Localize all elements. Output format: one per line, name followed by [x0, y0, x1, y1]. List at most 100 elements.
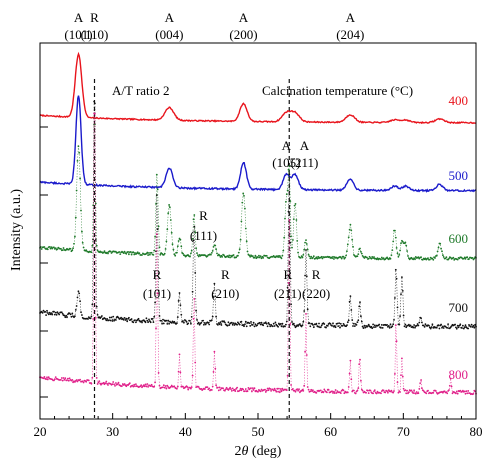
data-point	[167, 319, 170, 322]
top-peak-hkl: (101)	[64, 27, 92, 42]
data-point	[96, 314, 99, 316]
data-point	[371, 327, 374, 330]
data-point	[90, 382, 93, 385]
data-point	[303, 248, 306, 251]
data-point	[180, 245, 183, 248]
data-point	[251, 390, 253, 393]
data-point	[401, 290, 404, 292]
x-tick-label: 30	[106, 424, 119, 439]
plot-frame	[39, 42, 477, 420]
series-label: 600	[449, 231, 469, 246]
data-point	[447, 323, 449, 325]
data-point	[165, 240, 168, 243]
data-point	[394, 297, 396, 299]
data-point	[94, 239, 97, 241]
top-peak-hkl: (204)	[336, 27, 364, 42]
data-point	[147, 254, 150, 256]
data-point	[348, 300, 351, 303]
data-point	[305, 354, 308, 356]
data-point	[168, 204, 171, 206]
data-point	[212, 371, 215, 373]
data-point	[132, 385, 135, 388]
data-point	[91, 303, 94, 306]
data-point	[275, 390, 278, 393]
data-point	[396, 252, 399, 255]
data-point	[78, 151, 81, 154]
data-point	[333, 392, 336, 394]
inline-peak-phase: R	[312, 267, 321, 282]
data-point	[193, 214, 196, 216]
data-point	[170, 231, 173, 234]
data-point	[170, 322, 173, 324]
data-point	[91, 377, 94, 379]
x-tick-label: 20	[34, 424, 47, 439]
data-point	[177, 240, 180, 242]
data-point	[421, 321, 423, 324]
data-point	[412, 392, 415, 394]
data-point	[349, 359, 352, 362]
top-peak-phase: A	[346, 10, 356, 25]
data-point	[164, 248, 167, 250]
data-point	[146, 251, 149, 254]
data-point	[455, 327, 458, 330]
data-point	[348, 372, 351, 375]
data-point	[238, 248, 241, 251]
data-point	[414, 258, 416, 261]
data-point	[304, 350, 306, 353]
data-point	[190, 386, 193, 388]
data-point	[305, 275, 308, 278]
data-point	[234, 390, 237, 392]
data-point	[71, 249, 74, 252]
data-point	[306, 248, 309, 251]
top-peak-phase: A	[165, 10, 175, 25]
data-point	[394, 373, 396, 375]
data-point	[159, 253, 162, 256]
data-point	[312, 256, 314, 259]
data-point	[172, 248, 175, 251]
data-point	[413, 389, 415, 392]
data-point	[347, 236, 350, 239]
data-point	[48, 246, 51, 248]
data-point	[345, 254, 347, 257]
data-point	[398, 323, 401, 326]
data-point	[305, 243, 308, 245]
data-point	[157, 225, 160, 228]
inline-peak-hkl: (210)	[211, 286, 239, 301]
data-point	[245, 240, 248, 243]
data-point	[66, 316, 68, 319]
data-point	[213, 282, 216, 285]
top-peak-phase: A	[239, 10, 249, 25]
data-point	[43, 246, 46, 248]
data-point	[162, 318, 164, 321]
data-point	[207, 321, 210, 324]
data-point	[401, 276, 403, 278]
data-point	[420, 379, 422, 381]
data-point	[203, 322, 206, 324]
data-point	[213, 350, 216, 353]
data-point	[265, 254, 268, 257]
data-point	[95, 305, 98, 308]
data-point	[310, 255, 313, 258]
x-tick-label: 80	[470, 424, 483, 439]
data-point	[46, 312, 49, 314]
data-point	[125, 252, 128, 255]
data-point	[243, 325, 245, 328]
data-point	[92, 318, 95, 320]
data-point	[302, 254, 305, 256]
data-point	[167, 212, 170, 215]
data-point	[190, 322, 192, 325]
data-point	[293, 324, 296, 327]
data-point	[349, 295, 352, 297]
data-point	[156, 292, 159, 295]
data-point	[437, 324, 440, 327]
series-800-trace	[39, 113, 477, 395]
data-point	[154, 301, 157, 304]
data-point	[292, 239, 294, 241]
data-point	[305, 249, 307, 251]
data-point	[306, 308, 309, 311]
data-point	[289, 323, 292, 325]
data-point	[339, 326, 341, 329]
inline-peak-hkl: (111)	[190, 228, 217, 243]
series-400-line	[39, 51, 477, 125]
data-point	[400, 293, 402, 295]
